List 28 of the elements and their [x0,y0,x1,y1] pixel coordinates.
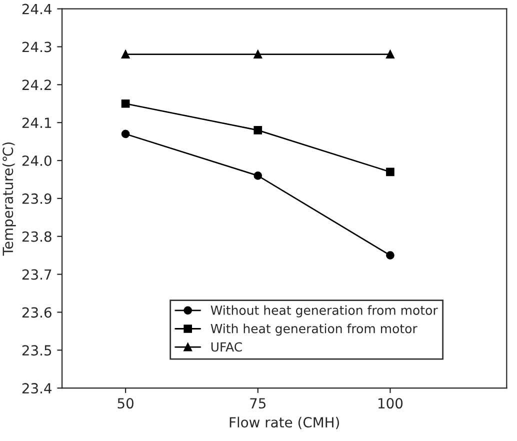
y-tick-label: 23.9 [22,193,52,204]
y-tick-label: 23.8 [22,231,52,242]
y-tick-label: 24.2 [22,80,51,90]
point [386,50,394,58]
x-tick-label: 75 [250,398,266,409]
y-tick-label: 24.3 [22,42,52,52]
legend-label: Without heat generation from motor [210,305,438,318]
y-axis-title: Temperature(℃) [2,142,16,256]
y-tick-label: 24.0 [22,155,52,166]
legend-label: With heat generation from motor [210,324,418,336]
point [121,50,130,58]
x-tick-label: 100 [378,398,403,409]
point [121,130,130,138]
y-tick-label: 23.5 [22,345,52,356]
y-tick-label: 23.7 [22,269,52,280]
y-tick-label: 24.4 [22,4,52,14]
point [386,168,394,176]
y-tick-label: 23.4 [22,383,52,394]
y-tick-label: 23.6 [22,307,52,318]
point [254,126,262,134]
x-tick-label: 50 [118,398,134,409]
legend-label: UFAC [211,342,242,352]
y-tick-label: 24.1 [22,118,52,128]
point [254,50,262,58]
point [254,172,262,180]
point [386,251,394,260]
x-axis-title: Flow rate (CMH) [230,416,340,430]
point [121,99,130,108]
